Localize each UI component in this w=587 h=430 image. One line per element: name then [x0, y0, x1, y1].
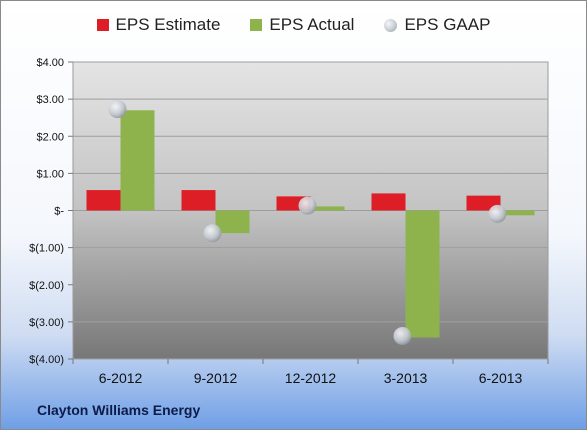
bar-eps-actual	[120, 110, 155, 211]
x-tick-label: 12-2012	[285, 370, 337, 386]
bar-eps-actual	[310, 206, 345, 211]
y-tick-label: $4.00	[36, 57, 64, 69]
company-name: Clayton Williams Energy	[37, 402, 201, 418]
marker-eps-gaap	[298, 196, 317, 215]
marker-eps-gaap	[488, 204, 507, 223]
legend-item-eps-gaap: EPS GAAP	[384, 15, 490, 35]
bar-eps-actual	[405, 210, 440, 338]
legend-swatch-eps-estimate	[96, 19, 109, 31]
legend-label-eps-estimate: EPS Estimate	[115, 15, 221, 34]
x-tick-label: 6-2012	[99, 370, 143, 386]
marker-eps-gaap	[108, 100, 127, 119]
y-tick-label: $2.00	[36, 131, 64, 143]
legend-item-eps-estimate: EPS Estimate	[96, 15, 221, 35]
legend-item-eps-actual: EPS Actual	[250, 15, 354, 35]
bar-eps-actual	[215, 210, 250, 234]
legend-swatch-eps-gaap	[384, 18, 398, 32]
y-tick-label: $3.00	[36, 94, 64, 106]
y-tick-label: $(3.00)	[29, 317, 64, 329]
x-tick-label: 6-2013	[479, 370, 523, 386]
bar-eps-estimate	[86, 190, 121, 211]
x-tick-label: 3-2013	[384, 370, 428, 386]
bar-eps-actual	[500, 210, 535, 216]
marker-eps-gaap	[203, 224, 222, 243]
y-tick-label: $(4.00)	[29, 354, 64, 366]
x-tick-label: 9-2012	[194, 370, 238, 386]
legend-label-eps-gaap: EPS GAAP	[404, 15, 491, 34]
bar-eps-estimate	[181, 190, 216, 211]
marker-eps-gaap	[393, 326, 412, 345]
y-tick-label: $-	[54, 206, 64, 218]
y-tick-label: $(2.00)	[29, 280, 64, 292]
chart-legend: EPS Estimate EPS Actual EPS GAAP	[1, 15, 586, 35]
legend-swatch-eps-actual	[250, 19, 263, 31]
y-tick-label: $1.00	[36, 168, 64, 180]
bar-eps-estimate	[371, 193, 406, 211]
legend-label-eps-actual: EPS Actual	[269, 15, 355, 34]
y-tick-label: $(1.00)	[29, 243, 64, 255]
